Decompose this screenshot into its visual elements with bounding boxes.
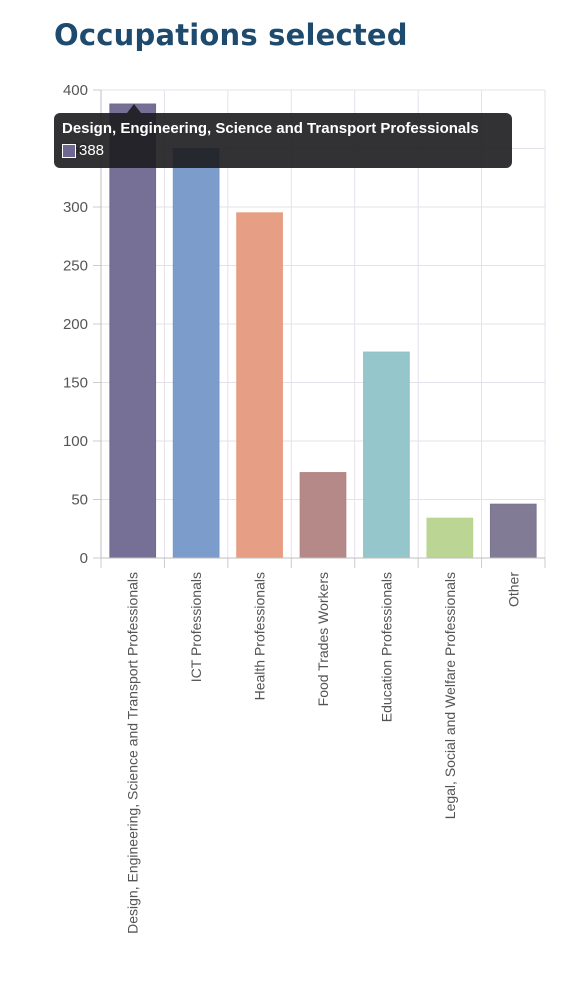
y-tick-label: 200 [63,316,88,333]
x-tick-label: Legal, Social and Welfare Professionals [442,572,458,819]
bar-5 [363,351,410,559]
y-tick-label: 0 [80,550,88,567]
y-tick-label: 150 [63,375,88,392]
page-title: Occupations selected [54,18,408,52]
x-tick-label: Other [505,572,521,607]
chart-tooltip: Design, Engineering, Science and Transpo… [54,113,512,168]
y-tick-label: 400 [63,82,88,99]
bar-4 [299,472,347,559]
y-tick-label: 50 [71,492,88,509]
bar-2 [172,148,220,559]
x-tick-label: Design, Engineering, Science and Transpo… [125,572,141,934]
bar-1 [109,103,157,559]
tooltip-value: 388 [79,142,105,159]
y-tick-label: 100 [63,433,88,450]
chart-axes [93,89,546,568]
y-tick-label: 300 [63,199,88,216]
x-tick-label: Health Professionals [252,572,268,700]
x-tick-label: Food Trades Workers [315,572,331,706]
y-tick-label: 250 [63,258,88,275]
bar-6 [426,517,474,559]
tooltip-title: Design, Engineering, Science and Transpo… [62,120,479,137]
bar-7 [489,503,537,559]
x-axis-tick-labels: Design, Engineering, Science and Transpo… [125,572,522,934]
tooltip-caret [127,104,141,113]
tooltip-color-swatch [62,144,76,158]
tooltip-row: 388 [62,143,504,159]
chart-bars [109,103,537,559]
x-tick-label: ICT Professionals [188,572,204,682]
bar-3 [236,212,283,559]
x-tick-label: Education Professionals [378,572,394,722]
